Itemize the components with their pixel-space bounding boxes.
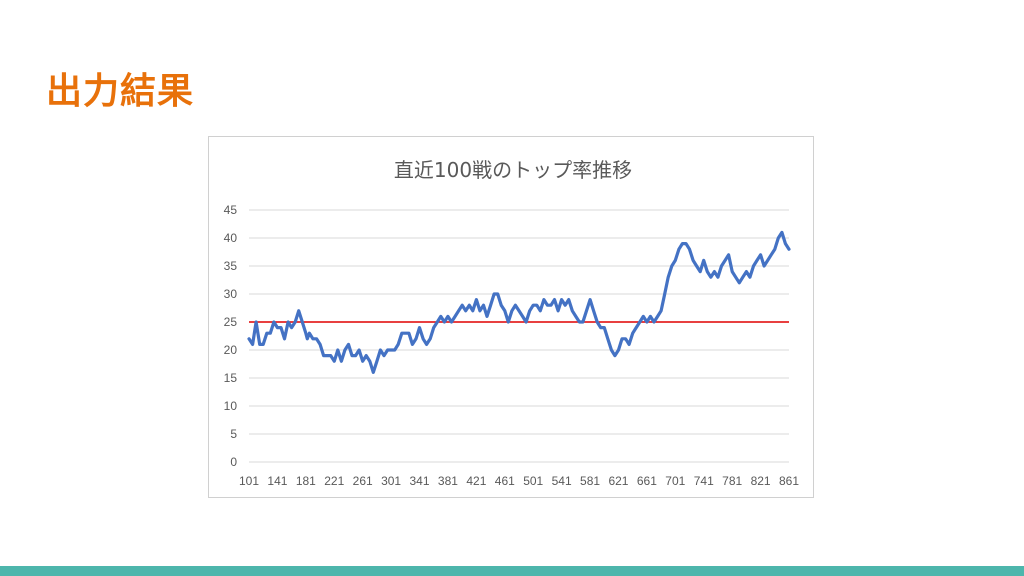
- x-tick-label-541: 541: [552, 474, 572, 488]
- y-tick-label-0: 0: [230, 455, 237, 469]
- x-tick-label-261: 261: [353, 474, 373, 488]
- x-tick-label-621: 621: [608, 474, 628, 488]
- y-tick-label-30: 30: [224, 287, 238, 301]
- series-layer: [247, 230, 791, 374]
- y-tick-label-25: 25: [224, 315, 238, 329]
- y-tick-label-40: 40: [224, 231, 238, 245]
- chart-title: 直近100戦のトップ率推移: [394, 158, 632, 182]
- x-tick-label-421: 421: [466, 474, 486, 488]
- x-tick-label-461: 461: [495, 474, 515, 488]
- x-tick-label-181: 181: [296, 474, 316, 488]
- x-tick-label-381: 381: [438, 474, 458, 488]
- x-tick-label-781: 781: [722, 474, 742, 488]
- y-tick-label-45: 45: [224, 203, 238, 217]
- y-tick-label-20: 20: [224, 343, 238, 357]
- chart-svg: 直近100戦のトップ率推移 0 5 10 15 20 25 30 35 40 45 101 141 18…: [224, 158, 800, 488]
- y-tick-label-15: 15: [224, 371, 238, 385]
- x-tick-label-861: 861: [779, 474, 799, 488]
- x-tick-label-301: 301: [381, 474, 401, 488]
- x-tick-label-221: 221: [324, 474, 344, 488]
- x-tick-label-141: 141: [267, 474, 287, 488]
- axis-layer: 0 5 10 15 20 25 30 35 40 45 101 141 181 221 261 301 341 3…: [224, 203, 800, 488]
- x-tick-label-661: 661: [637, 474, 657, 488]
- x-tick-label-581: 581: [580, 474, 600, 488]
- x-tick-label-821: 821: [751, 474, 771, 488]
- x-tick-label-501: 501: [523, 474, 543, 488]
- slide-title: 出力結果: [46, 71, 195, 112]
- y-tick-label-35: 35: [224, 259, 238, 273]
- chart-frame: 直近100戦のトップ率推移 0 5 10 15 20 25 30 35 40 45 101 141 18…: [208, 136, 814, 498]
- x-tick-label-341: 341: [410, 474, 430, 488]
- footer-bar: [0, 566, 1024, 576]
- grid-layer: [249, 209, 789, 463]
- y-tick-label-10: 10: [224, 399, 238, 413]
- x-tick-label-701: 701: [665, 474, 685, 488]
- y-tick-label-5: 5: [230, 427, 237, 441]
- series-line-0: [247, 230, 791, 374]
- x-tick-label-741: 741: [694, 474, 714, 488]
- x-tick-label-101: 101: [239, 474, 259, 488]
